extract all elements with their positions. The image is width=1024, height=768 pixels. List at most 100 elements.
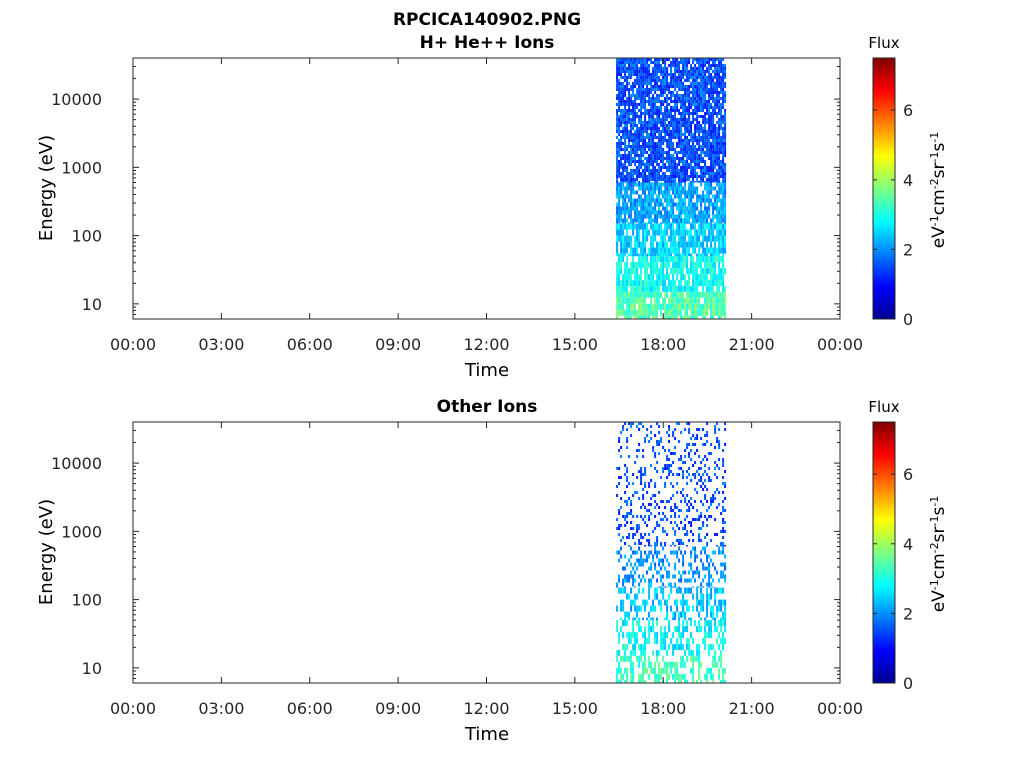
heatmap-cell xyxy=(622,148,625,151)
heatmap-cell xyxy=(650,186,653,191)
heatmap-cell xyxy=(668,133,671,136)
heatmap-cell xyxy=(646,186,649,191)
heatmap-cell xyxy=(644,127,647,130)
heatmap-cell xyxy=(700,67,703,70)
heatmap-cell xyxy=(648,303,651,310)
heatmap-cell xyxy=(654,148,657,151)
heatmap-cell xyxy=(678,539,681,542)
heatmap-cell xyxy=(654,546,657,551)
heatmap-cell xyxy=(678,467,681,470)
heatmap-cell xyxy=(622,202,625,207)
heatmap-cell xyxy=(720,124,723,127)
heatmap-cell xyxy=(658,109,661,112)
heatmap-cell xyxy=(680,632,683,639)
heatmap-cell xyxy=(628,235,631,242)
heatmap-cell xyxy=(626,512,629,515)
heatmap-cell xyxy=(628,194,631,199)
heatmap-cell xyxy=(652,268,655,275)
heatmap-cell xyxy=(684,154,687,157)
heatmap-cell xyxy=(716,64,719,67)
heatmap-cell xyxy=(688,500,691,503)
heatmap-cell xyxy=(642,280,645,287)
heatmap-cell xyxy=(682,461,685,464)
heatmap-cell xyxy=(640,202,643,207)
x-axis-ticks: 00:00 03:00 06:00 09:00 12:00 15:00 18:00 21:00… xyxy=(110,58,863,354)
heatmap-cell xyxy=(712,88,715,91)
heatmap-cell xyxy=(714,247,717,254)
heatmap-cell xyxy=(710,291,713,298)
heatmap-cell xyxy=(622,425,625,428)
heatmap-cell xyxy=(694,206,697,211)
heatmap-cell xyxy=(718,166,721,169)
heatmap-cell xyxy=(664,178,667,181)
heatmap-cell xyxy=(676,482,679,485)
heatmap-cell xyxy=(680,431,683,434)
heatmap-cell xyxy=(642,291,645,298)
heatmap-cell xyxy=(626,235,629,242)
heatmap-cell xyxy=(680,218,683,223)
heatmap-cell xyxy=(694,127,697,130)
heatmap-cell xyxy=(668,644,671,651)
heatmap-cell xyxy=(696,88,699,91)
heatmap-cell xyxy=(642,632,645,639)
heatmap-cell xyxy=(708,222,711,224)
heatmap-cell xyxy=(640,280,643,287)
heatmap-cell xyxy=(710,202,713,207)
heatmap-cell xyxy=(670,169,673,172)
heatmap-cell xyxy=(714,166,717,169)
heatmap-cell xyxy=(714,154,717,157)
heatmap-cell xyxy=(618,64,621,67)
heatmap-cell xyxy=(724,186,727,191)
heatmap-cell xyxy=(648,587,651,594)
heatmap-cell xyxy=(712,115,715,118)
heatmap-cell xyxy=(684,235,687,242)
heatmap-cell xyxy=(664,661,667,668)
heatmap-cell xyxy=(658,148,661,151)
heatmap-cell xyxy=(658,650,661,656)
heatmap-cell xyxy=(694,67,697,70)
heatmap-cell xyxy=(650,667,653,674)
heatmap-cell xyxy=(706,67,709,70)
heatmap-cell xyxy=(626,223,629,230)
heatmap-cell xyxy=(626,446,629,449)
heatmap-cell xyxy=(686,509,689,512)
heatmap-cell xyxy=(696,268,699,275)
heatmap-cell xyxy=(662,139,665,142)
heatmap-cell xyxy=(682,473,685,476)
heatmap-cell xyxy=(656,175,659,178)
heatmap-cell xyxy=(688,76,691,79)
heatmap-cell xyxy=(692,178,695,181)
heatmap-cell xyxy=(676,268,679,275)
heatmap-cell xyxy=(700,160,703,163)
heatmap-cell xyxy=(710,256,713,263)
heatmap-cell xyxy=(636,88,639,91)
heatmap-cell xyxy=(652,494,655,497)
heatmap-cell xyxy=(690,554,693,559)
heatmap-cell xyxy=(622,115,625,118)
heatmap-cell xyxy=(630,76,633,79)
heatmap-cell xyxy=(668,464,671,467)
heatmap-cell xyxy=(722,458,725,461)
heatmap-cell xyxy=(644,194,647,199)
heatmap-cell xyxy=(680,315,683,319)
heatmap-cell xyxy=(688,455,691,458)
heatmap-cell xyxy=(684,133,687,136)
heatmap-cell xyxy=(670,67,673,70)
heatmap-cell xyxy=(648,79,651,82)
heatmap-cell xyxy=(704,121,707,124)
heatmap-cell xyxy=(680,587,683,594)
heatmap-cell xyxy=(716,103,719,106)
heatmap-cell xyxy=(628,175,631,178)
heatmap-cell xyxy=(618,67,621,70)
heatmap-cell xyxy=(644,229,647,236)
heatmap-cell xyxy=(620,103,623,106)
heatmap-cell xyxy=(646,85,649,88)
heatmap-cell xyxy=(688,286,691,292)
heatmap-cell xyxy=(618,280,621,287)
heatmap-cell xyxy=(716,256,719,263)
heatmap-cell xyxy=(722,210,725,215)
heatmap-cell xyxy=(646,210,649,215)
colorbar-tick-label: 2 xyxy=(903,240,913,259)
heatmap-cell xyxy=(644,286,647,292)
heatmap-cell xyxy=(636,620,639,627)
